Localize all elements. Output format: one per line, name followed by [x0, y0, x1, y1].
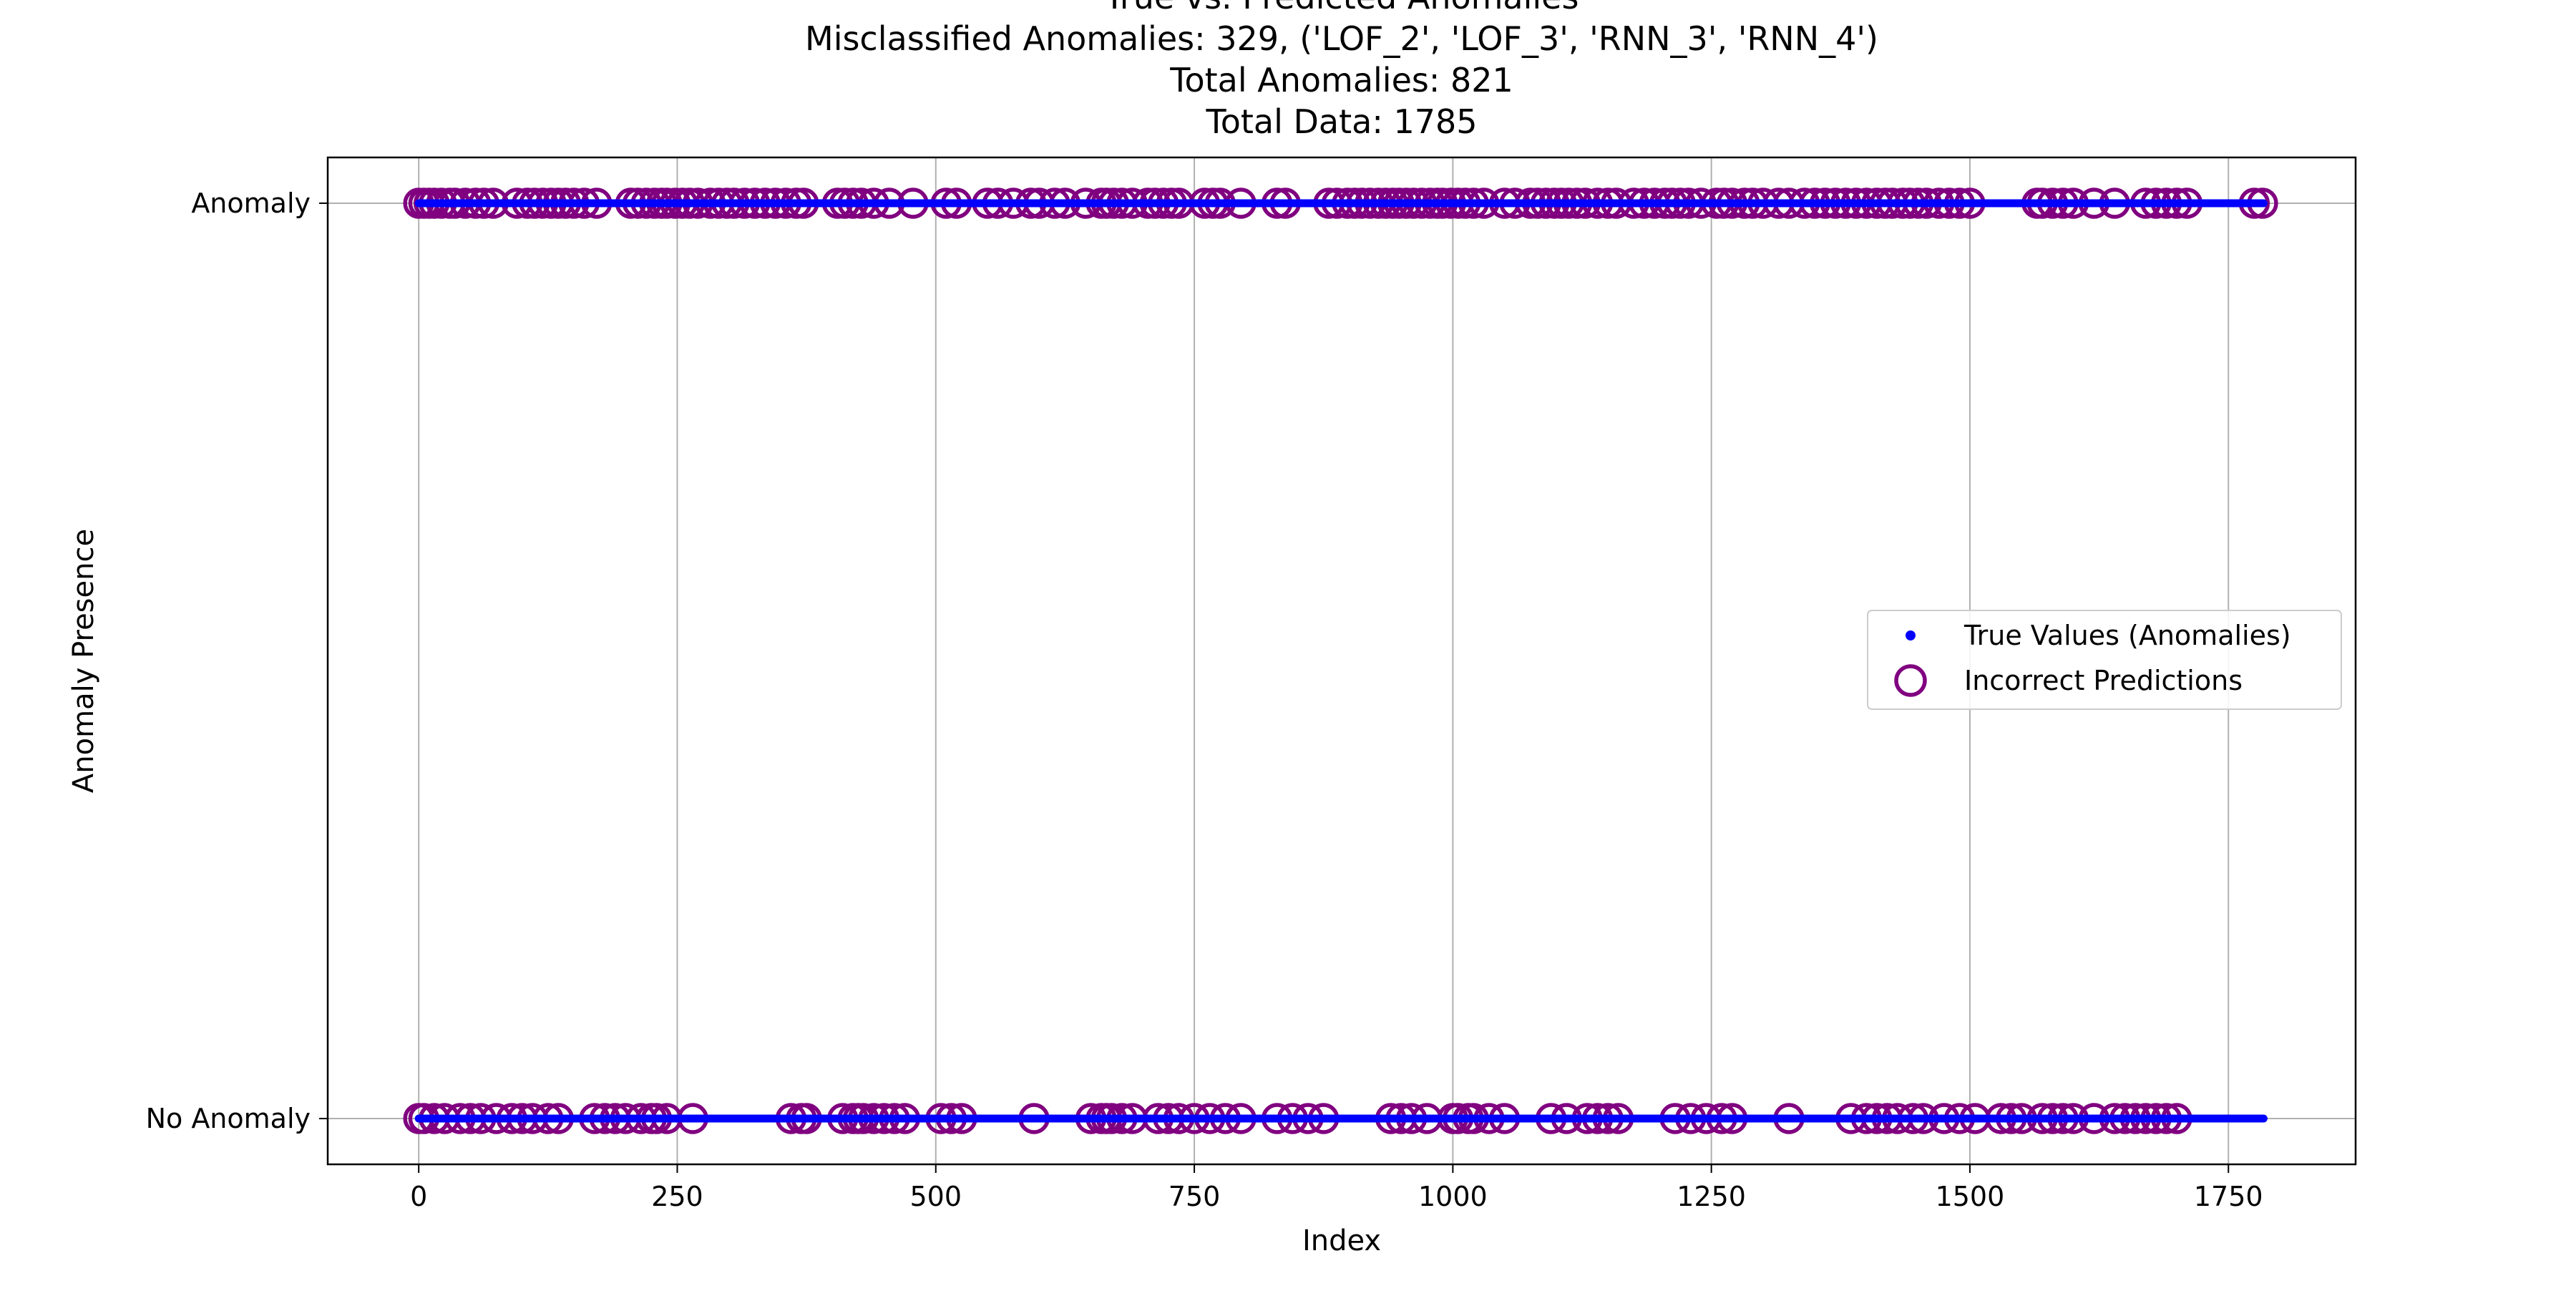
chart-title-line: Total Anomalies: 821	[1169, 61, 1513, 99]
x-tick-label: 750	[1169, 1181, 1221, 1212]
legend-marker-incorrect-predictions	[1894, 664, 1927, 697]
x-tick-label: 1750	[2194, 1181, 2263, 1212]
plot-area-frame	[326, 156, 2357, 1166]
tick-layer: 0 250 500 750 1000 1250 1500 1750 No Anomaly Anom…	[146, 187, 2263, 1212]
legend-label-true-values: True Values (Anomalies)	[1963, 620, 2291, 651]
chart-title-line: Misclassified Anomalies: 329, ('LOF_2', …	[805, 19, 1878, 58]
x-tick-label: 1000	[1418, 1181, 1488, 1212]
chart-title-line: True vs. Predicted Anomalies	[1104, 0, 1579, 16]
x-tick-label: 1500	[1936, 1181, 2005, 1212]
x-tick-label: 500	[910, 1181, 962, 1212]
x-tick-label: 0	[410, 1181, 427, 1212]
x-tick-label: 250	[651, 1181, 703, 1212]
chart-title: True vs. Predicted Anomalies Misclassifie…	[805, 0, 1878, 141]
y-axis-label: Anomaly Presence	[67, 529, 100, 793]
chart-title-line: Total Data: 1785	[1205, 102, 1477, 141]
legend-marker-true-values	[1906, 630, 1916, 640]
legend-label-incorrect-predictions: Incorrect Predictions	[1964, 665, 2243, 696]
y-tick-label: No Anomaly	[146, 1103, 311, 1134]
legend-box	[1867, 610, 2342, 710]
data-layer	[403, 187, 2278, 1134]
x-axis-label: Index	[1302, 1224, 1381, 1257]
legend: True Values (Anomalies) Incorrect Predict…	[1867, 610, 2342, 710]
x-tick-label: 1250	[1677, 1181, 1746, 1212]
y-tick-label: Anomaly	[191, 187, 311, 219]
